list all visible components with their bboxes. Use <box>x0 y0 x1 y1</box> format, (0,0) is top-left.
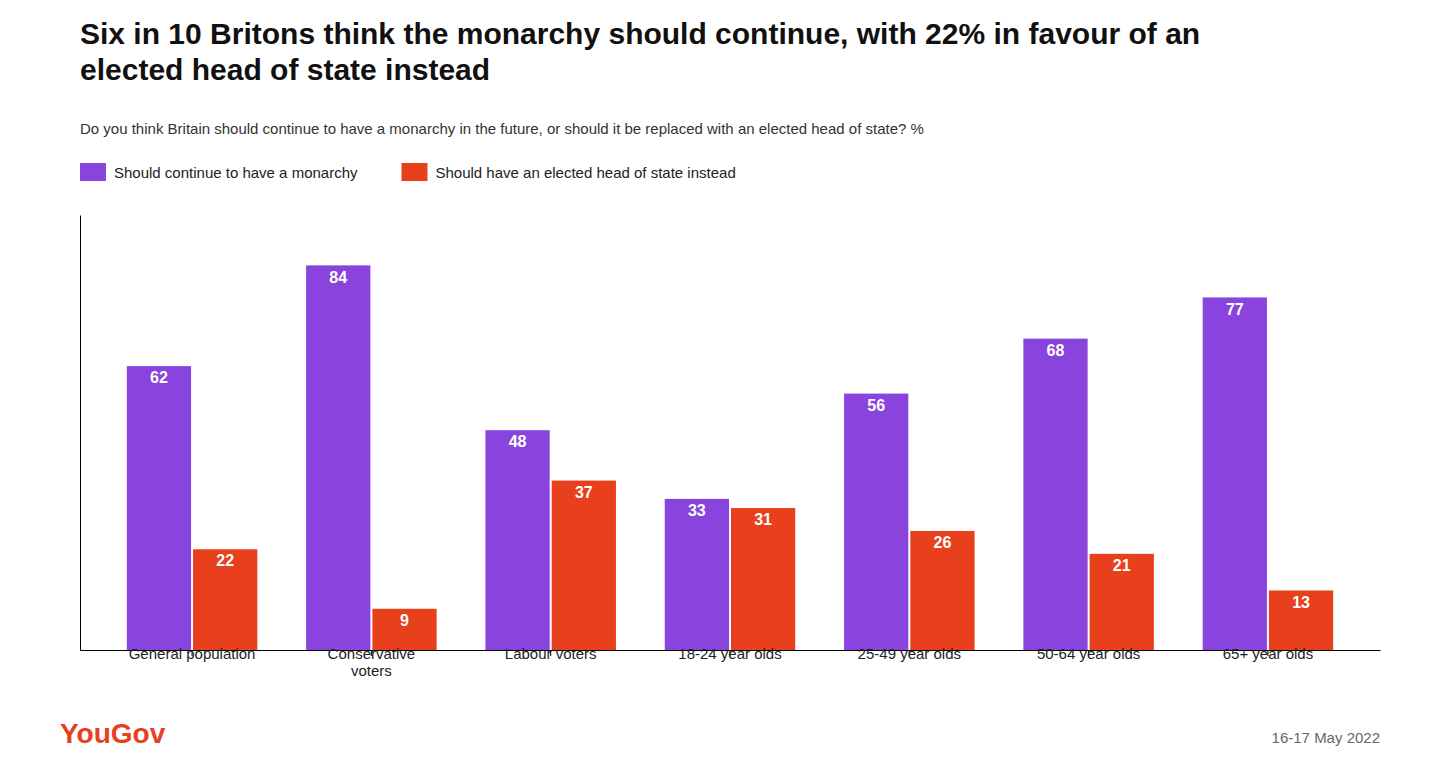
data-label: 77 <box>1226 301 1244 318</box>
text-line: 18-24 year olds <box>678 645 781 662</box>
bar <box>552 481 616 650</box>
bar <box>1090 554 1154 650</box>
x-tick-label: 18-24 year olds <box>678 645 781 662</box>
data-label: 26 <box>934 534 952 551</box>
x-tick: 18-24 year olds <box>678 645 781 662</box>
bar <box>127 366 191 650</box>
data-label: 56 <box>867 397 885 414</box>
y-axis-line <box>80 216 81 651</box>
bar <box>731 508 795 650</box>
legend: Should continue to have a monarchy Should… <box>80 163 736 181</box>
data-label: 9 <box>400 612 409 629</box>
x-tick: Conservativevoters <box>328 645 416 679</box>
legend-item: Should continue to have a monarchy <box>80 163 358 181</box>
legend-swatch <box>80 163 106 181</box>
x-tick: 65+ year olds <box>1223 645 1313 662</box>
bar <box>665 499 729 650</box>
text-line: Six in 10 Britons think the monarchy sho… <box>80 17 1200 50</box>
data-label: 33 <box>688 502 706 519</box>
bar <box>1269 590 1333 650</box>
legend-label: Should have an elected head of state ins… <box>436 164 736 181</box>
annotations: YouGov 16-17 May 2022 <box>60 718 1380 749</box>
y-axis <box>80 216 81 651</box>
x-tick-label: 65+ year olds <box>1223 645 1313 662</box>
bar <box>485 430 549 650</box>
bar <box>1203 297 1267 650</box>
subtitle: Do you think Britain should continue to … <box>80 120 924 137</box>
bar <box>910 531 974 650</box>
legend-swatch <box>402 163 428 181</box>
x-tick: 50-64 year olds <box>1037 645 1140 662</box>
chart: Six in 10 Britons think the monarchy sho… <box>0 0 1430 767</box>
data-label: 62 <box>150 369 168 386</box>
data-label: 37 <box>575 484 593 501</box>
x-tick: Labour voters <box>505 645 597 662</box>
bar <box>1023 339 1087 650</box>
data-labels: 62 84 48 33 56 68 77 22 9 37 31 26 21 13 <box>150 269 1310 629</box>
bars <box>127 265 1333 650</box>
bar <box>193 549 257 650</box>
title: Six in 10 Britons think the monarchy sho… <box>80 17 1200 86</box>
data-label: 84 <box>329 269 347 286</box>
data-label: 68 <box>1047 342 1065 359</box>
series <box>127 265 1267 650</box>
text-line: Labour voters <box>505 645 597 662</box>
text-line: 25-49 year olds <box>858 645 961 662</box>
x-tick-label: 25-49 year olds <box>858 645 961 662</box>
text-line: 50-64 year olds <box>1037 645 1140 662</box>
series <box>193 481 1333 650</box>
annotation: 16-17 May 2022 <box>1272 729 1380 746</box>
text-line: Conservative <box>328 645 416 662</box>
x-tick: 25-49 year olds <box>858 645 961 662</box>
data-label: 13 <box>1292 594 1310 611</box>
text-line: voters <box>351 662 392 679</box>
bar <box>844 394 908 650</box>
x-tick-label: 50-64 year olds <box>1037 645 1140 662</box>
x-axis: General population Conservativevoters Labo… <box>81 645 1381 679</box>
text-line: elected head of state instead <box>80 53 490 86</box>
x-tick: General population <box>129 645 256 662</box>
plot-area: 62 84 48 33 56 68 77 22 9 37 31 26 21 13 General popul… <box>81 216 1381 680</box>
legend-item: Should have an elected head of state ins… <box>402 163 736 181</box>
legend-label: Should continue to have a monarchy <box>114 164 358 181</box>
data-label: 48 <box>509 433 527 450</box>
x-tick-label: Conservativevoters <box>328 645 416 679</box>
data-label: 31 <box>754 511 772 528</box>
data-label: 21 <box>1113 557 1131 574</box>
bar <box>306 265 370 650</box>
x-tick-label: General population <box>129 645 256 662</box>
data-label: 22 <box>216 552 234 569</box>
x-tick-label: Labour voters <box>505 645 597 662</box>
text-line: 65+ year olds <box>1223 645 1313 662</box>
annotation: YouGov <box>60 718 166 749</box>
bar <box>372 609 436 650</box>
text-line: General population <box>129 645 256 662</box>
